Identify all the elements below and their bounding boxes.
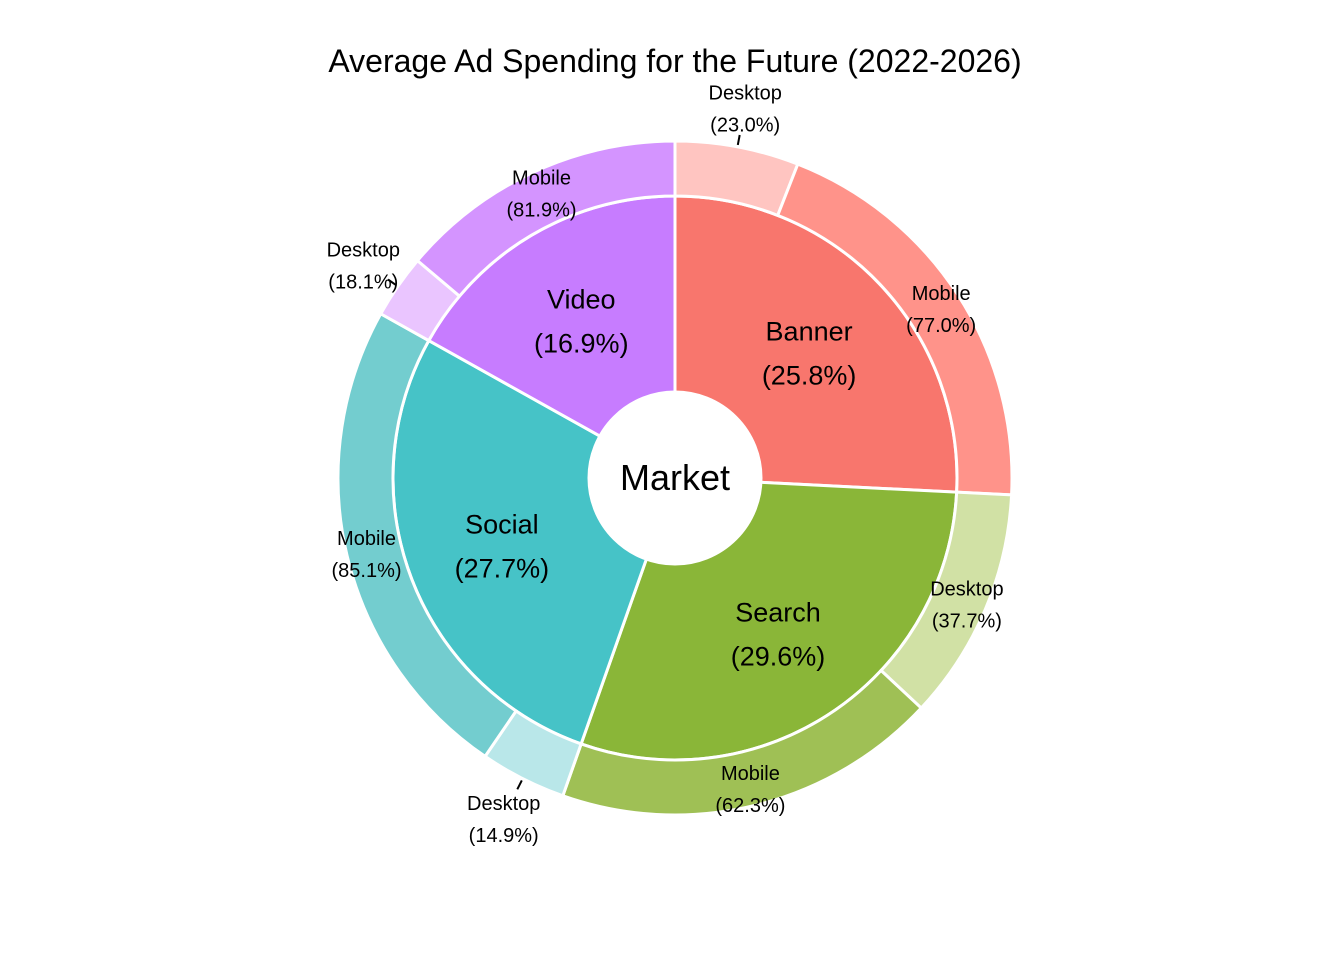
- outer-banner-desktop-percent-label: (23.0%): [710, 115, 780, 137]
- inner-video-percent-label: (16.9%): [534, 329, 629, 359]
- outer-banner-mobile-percent-label: (77.0%): [906, 315, 976, 337]
- leader-line-video-desktop: [387, 278, 397, 287]
- outer-search-desktop-name-label: Desktop: [930, 579, 1003, 601]
- outer-social-desktop-percent-label: (14.9%): [469, 825, 539, 847]
- inner-banner-percent-label: (25.8%): [762, 361, 857, 391]
- outer-social-desktop-name-label: Desktop: [467, 793, 540, 815]
- center-label: Market: [620, 457, 730, 498]
- chart-leader-lines: [387, 134, 741, 790]
- inner-search-percent-label: (29.6%): [731, 642, 826, 672]
- inner-video-name-label: Video: [547, 285, 616, 315]
- inner-social-percent-label: (27.7%): [455, 553, 550, 583]
- chart-labels: Banner (25.8%) Desktop (23.0%) Mobile (77.0%)…: [327, 83, 1004, 847]
- outer-video-desktop-name-label: Desktop: [327, 239, 400, 261]
- outer-video-desktop-percent-label: (18.1%): [328, 271, 398, 293]
- leader-line-social-desktop: [516, 779, 523, 790]
- outer-social-mobile-percent-label: (85.1%): [331, 560, 401, 582]
- leader-line-banner-desktop: [736, 134, 741, 146]
- outer-search-mobile-percent-label: (62.3%): [715, 795, 785, 817]
- outer-social-mobile-name-label: Mobile: [337, 528, 396, 550]
- outer-search-desktop-percent-label: (37.7%): [932, 611, 1002, 633]
- outer-search-mobile-name-label: Mobile: [721, 763, 780, 785]
- outer-video-mobile-name-label: Mobile: [512, 168, 571, 190]
- outer-slice-video-mobile: [415, 139, 677, 299]
- outer-banner-desktop-name-label: Desktop: [709, 83, 782, 105]
- outer-video-mobile-percent-label: (81.9%): [506, 200, 576, 222]
- inner-banner-name-label: Banner: [766, 317, 853, 347]
- inner-search-name-label: Search: [735, 598, 821, 628]
- inner-social-name-label: Social: [465, 509, 539, 539]
- outer-banner-mobile-name-label: Mobile: [912, 283, 971, 305]
- chart-title: Average Ad Spending for the Future (2022…: [328, 43, 1021, 79]
- center-hole: [587, 390, 763, 566]
